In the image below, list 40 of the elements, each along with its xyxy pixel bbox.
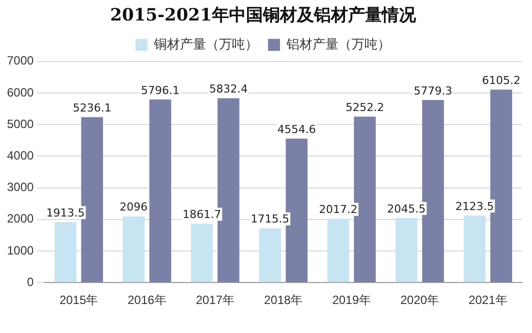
y-tick-label: 3000 — [6, 180, 34, 194]
bar — [327, 218, 350, 282]
y-tick-label: 1000 — [6, 243, 34, 258]
bar — [190, 224, 213, 282]
bar — [149, 99, 172, 282]
data-label: 5236.1 — [72, 102, 112, 114]
bar — [54, 222, 76, 282]
bar — [464, 216, 486, 282]
data-label: 4554.6 — [277, 123, 316, 136]
bar — [396, 218, 418, 282]
x-tick-label: 2018年 — [264, 293, 303, 308]
x-tick-label: 2020年 — [400, 293, 440, 308]
data-label: 2017.2 — [318, 203, 358, 216]
data-label: 6105.2 — [482, 74, 520, 88]
data-label: 5252.2 — [346, 100, 384, 114]
legend-label: 铜材产量（万吨） — [153, 37, 258, 52]
bar — [259, 228, 281, 282]
y-tick-label: 2000 — [6, 212, 34, 226]
data-label: 1715.5 — [250, 212, 290, 226]
y-tick-label: 7000 — [6, 54, 34, 68]
x-tick-label: 2015年 — [59, 293, 98, 308]
y-tick-label: 0 — [27, 274, 34, 289]
y-tick-label: 4000 — [6, 148, 34, 163]
x-tick-label: 2017年 — [196, 293, 235, 308]
data-label: 2123.5 — [455, 200, 494, 213]
data-label: 5832.4 — [209, 82, 248, 96]
x-tick-label: 2021年 — [468, 293, 508, 308]
data-label: 1913.5 — [46, 206, 85, 220]
data-label: 5796.1 — [141, 84, 180, 97]
x-tick-label: 2019年 — [332, 293, 371, 308]
data-label: 5779.3 — [414, 84, 452, 98]
chart-title: 2015-2021年中国铜材及铝材产量情况 — [110, 6, 417, 26]
y-tick-label: 5000 — [6, 116, 34, 131]
data-label: 1861.7 — [182, 208, 222, 222]
data-label: 2045.5 — [387, 202, 426, 216]
data-label: 2096 — [120, 200, 148, 214]
y-tick-label: 6000 — [6, 85, 34, 100]
legend-label: 铝材产量（万吨） — [286, 37, 390, 52]
x-tick-label: 2016年 — [128, 293, 166, 308]
bar — [122, 216, 145, 282]
